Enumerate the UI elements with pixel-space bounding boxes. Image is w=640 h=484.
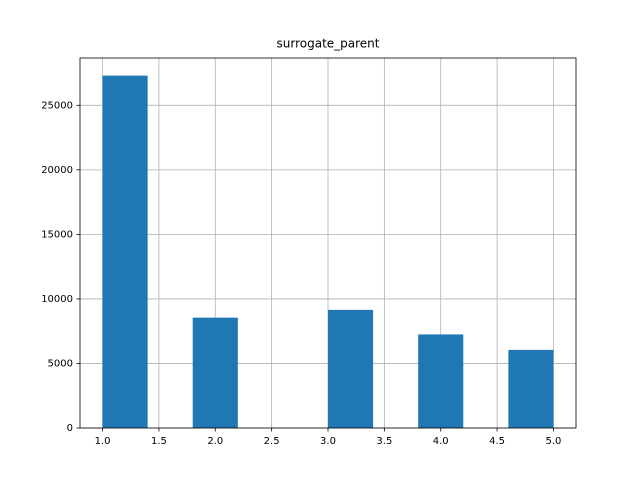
y-tick-label: 5000 xyxy=(48,358,73,369)
x-tick-label: 3.0 xyxy=(320,436,336,447)
y-tick-label: 15000 xyxy=(41,229,73,240)
bar xyxy=(192,317,238,428)
x-tick-label: 2.0 xyxy=(207,436,223,447)
chart-title: surrogate_parent xyxy=(277,37,380,51)
bar xyxy=(102,75,148,428)
bar xyxy=(418,334,464,428)
bar xyxy=(328,309,374,428)
y-tick-label: 10000 xyxy=(41,294,73,305)
x-tick-label: 3.5 xyxy=(376,436,392,447)
plot-frame xyxy=(79,57,577,429)
x-tick-label: 1.0 xyxy=(95,436,111,447)
x-tick-label: 5.0 xyxy=(546,436,562,447)
x-tick-label: 4.0 xyxy=(433,436,449,447)
y-tick-label: 0 xyxy=(67,423,73,434)
y-tick-label: 20000 xyxy=(41,165,73,176)
x-tick-label: 1.5 xyxy=(151,436,167,447)
x-tick-label: 4.5 xyxy=(489,436,505,447)
y-tick-label: 25000 xyxy=(41,100,73,111)
bar xyxy=(508,349,554,428)
x-tick-label: 2.5 xyxy=(264,436,280,447)
